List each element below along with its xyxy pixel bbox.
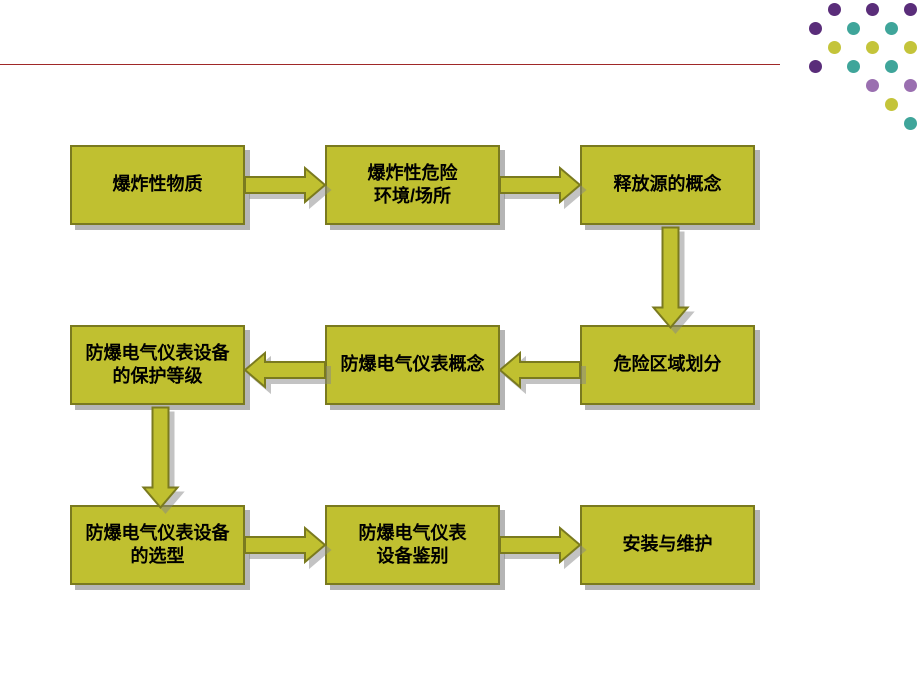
flow-node: 安装与维护 bbox=[580, 505, 755, 585]
flow-arrow bbox=[245, 168, 325, 207]
flow-node: 爆炸性物质 bbox=[70, 145, 245, 225]
flowchart-canvas: 爆炸性物质爆炸性危险 环境/场所释放源的概念危险区域划分防爆电气仪表概念防爆电气… bbox=[0, 0, 920, 690]
flow-node: 释放源的概念 bbox=[580, 145, 755, 225]
flow-node: 防爆电气仪表设备 的选型 bbox=[70, 505, 245, 585]
flow-node: 危险区域划分 bbox=[580, 325, 755, 405]
flow-node: 防爆电气仪表 设备鉴别 bbox=[325, 505, 500, 585]
flow-arrow bbox=[500, 528, 580, 567]
flow-arrow bbox=[648, 228, 687, 328]
flow-arrow bbox=[245, 348, 325, 387]
flow-node: 防爆电气仪表概念 bbox=[325, 325, 500, 405]
flow-node: 爆炸性危险 环境/场所 bbox=[325, 145, 500, 225]
flow-arrow bbox=[138, 408, 177, 508]
flow-arrow bbox=[500, 348, 580, 387]
flow-arrow bbox=[500, 168, 580, 207]
flow-node: 防爆电气仪表设备 的保护等级 bbox=[70, 325, 245, 405]
flow-arrow bbox=[245, 528, 325, 567]
